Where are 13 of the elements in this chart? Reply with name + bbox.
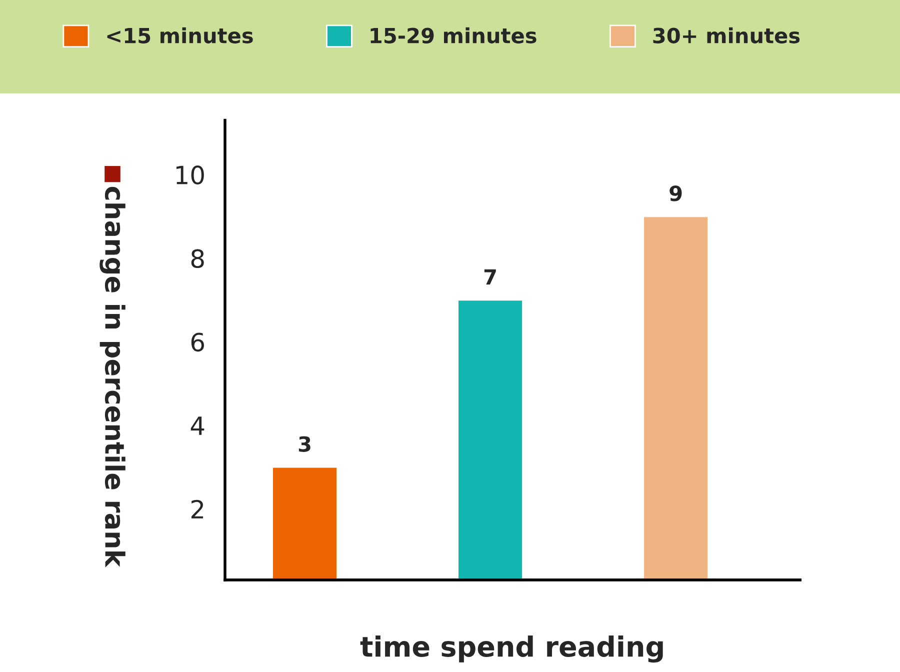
- legend-label: <15 minutes: [107, 27, 253, 44]
- y-tick-label: 6: [191, 332, 204, 352]
- data-label: 9: [670, 186, 682, 202]
- data-label: 3: [298, 436, 310, 452]
- y-tick-label: 4: [190, 416, 204, 435]
- data-label: 7: [484, 269, 496, 285]
- legend-label: 15-29 minutes: [370, 27, 536, 44]
- y-tick-label: 10: [176, 166, 204, 184]
- y-axis-title: change in percentile rank: [100, 186, 126, 568]
- y-tick-label: 8: [191, 249, 204, 268]
- y-tick-label: 2: [191, 500, 204, 518]
- x-axis-title: time spend reading: [360, 635, 663, 663]
- legend-label: 30+ minutes: [653, 27, 800, 44]
